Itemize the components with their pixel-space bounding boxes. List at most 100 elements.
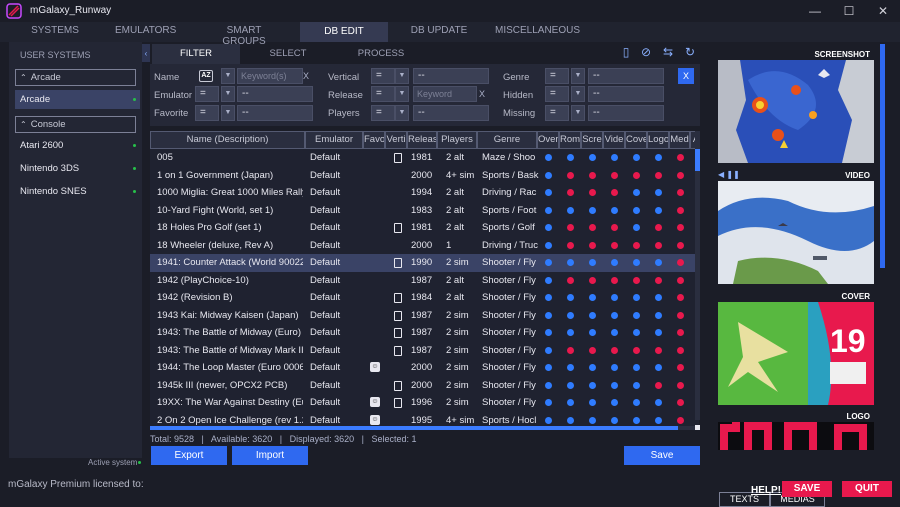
missing-value[interactable]: -- [588,105,664,121]
scroll-thumb[interactable] [695,149,700,171]
favorite-icon[interactable]: ☺ [370,414,380,425]
column-header[interactable]: Med [669,131,690,149]
column-header[interactable]: Emulator [305,131,363,149]
table-row[interactable]: 1943: The Battle of Midway Mark II (Defa… [150,342,695,360]
column-header[interactable]: Verti [385,131,407,149]
file-icon[interactable]: ▯ [622,45,630,59]
minimize-button[interactable]: — [809,4,821,18]
scroll-thumb[interactable] [150,426,678,430]
vertical-value[interactable]: -- [413,68,489,84]
quit-button[interactable]: QUIT [842,481,892,497]
tab-db-edit[interactable]: DB EDIT [300,22,388,42]
column-header[interactable]: Scre [581,131,603,149]
system-item-arcade[interactable]: Arcade [15,90,140,109]
release-operator-dropdown[interactable]: ▼ [395,86,409,102]
column-header[interactable]: Releas [407,131,437,149]
clear-release-button[interactable]: X [478,89,485,99]
table-row[interactable]: 1943 Kai: Midway Kaisen (Japan) Default 19… [150,307,695,325]
table-horizontal-scrollbar[interactable] [150,426,700,430]
table-row[interactable]: 1941: Counter Attack (World 900227) Defau… [150,254,695,272]
players-value[interactable]: -- [413,105,489,121]
clear-name-button[interactable]: X [302,71,309,81]
subtab-select[interactable]: SELECT [269,48,307,59]
az-sort-icon[interactable]: AZ [199,70,213,82]
table-row[interactable]: 18 Wheeler (deluxe, Rev A) Default 2000 1 Dr… [150,237,695,255]
table-row[interactable]: 18 Holes Pro Golf (set 1) Default 1981 2 al… [150,219,695,237]
group-console[interactable]: ⌃ Console [15,116,136,133]
hide-icon[interactable]: ⊘ [640,45,652,59]
table-row[interactable]: 19XX: The War Against Destiny (Eur Defaul… [150,394,695,412]
clear-all-filters-button[interactable]: X [678,68,694,84]
table-row[interactable]: 1945k III (newer, OPCX2 PCB) Default 2000 2… [150,377,695,395]
save-db-button[interactable]: Save [624,446,700,465]
column-header[interactable]: Logo [647,131,669,149]
export-button[interactable]: Export [151,446,227,465]
table-row[interactable]: 10-Yard Fight (World, set 1) Default 1983 2… [150,202,695,220]
tab-smart-groups[interactable]: SMART GROUPS [222,25,266,47]
column-header[interactable]: Genre [477,131,537,149]
table-row[interactable]: 2 On 2 Open Ice Challenge (rev 1.21) Defa… [150,412,695,430]
tab-miscellaneous[interactable]: MISCELLANEOUS [495,25,581,36]
system-item-atari-2600[interactable]: Atari 2600 [15,136,140,155]
group-arcade[interactable]: ⌃ Arcade [15,69,136,86]
media-panel-scrollbar[interactable] [880,44,885,268]
emulator-operator-dropdown[interactable]: ▼ [221,86,235,102]
favorite-icon[interactable]: ☺ [370,362,380,372]
genre-operator[interactable]: = [545,68,569,84]
media-missing-dot [589,241,596,249]
table-row[interactable]: 1944: The Loop Master (Euro 000620) Defau… [150,359,695,377]
favorite-operator-dropdown[interactable]: ▼ [221,105,235,121]
vertical-operator[interactable]: = [371,68,395,84]
genre-operator-dropdown[interactable]: ▼ [571,68,585,84]
release-keyword-input[interactable]: Keyword [413,86,477,102]
missing-operator[interactable]: = [545,105,569,121]
column-header[interactable]: Name (Description) [150,131,305,149]
release-operator[interactable]: = [371,86,395,102]
column-header[interactable]: Rom [559,131,581,149]
emulator-value[interactable]: -- [237,86,313,102]
hidden-operator-dropdown[interactable]: ▼ [571,86,585,102]
column-header[interactable]: Players [437,131,477,149]
subtab-process[interactable]: PROCESS [357,48,405,59]
system-item-nintendo-snes[interactable]: Nintendo SNES [15,182,140,201]
system-item-nintendo-3ds[interactable]: Nintendo 3DS [15,159,140,178]
maximize-button[interactable]: ☐ [843,4,855,18]
favorite-operator[interactable]: = [195,105,219,121]
table-row[interactable]: 1000 Miglia: Great 1000 Miles Rally Defau… [150,184,695,202]
close-window-button[interactable]: ✕ [877,4,889,18]
table-row[interactable]: 1942 (Revision B) Default 1984 2 alt Shooter… [150,289,695,307]
genre-value[interactable]: -- [588,68,664,84]
subtab-filter[interactable]: FILTER [152,44,240,64]
favorite-value[interactable]: -- [237,105,313,121]
video-controls-icon[interactable]: ◀ ❚❚ [718,170,740,179]
hidden-value[interactable]: -- [588,86,664,102]
tab-emulators[interactable]: EMULATORS [115,25,177,36]
column-header[interactable]: Over [537,131,559,149]
table-vertical-scrollbar[interactable] [695,131,700,420]
missing-operator-dropdown[interactable]: ▼ [571,105,585,121]
name-keyword-input[interactable]: Keyword(s) [237,68,303,84]
import-button[interactable]: Import [232,446,308,465]
media-present-dot [545,364,552,371]
table-row[interactable]: 1943: The Battle of Midway (Euro) Default… [150,324,695,342]
tab-db-update[interactable]: DB UPDATE [410,25,468,36]
table-row[interactable]: 005 Default 1981 2 alt Maze / Shoo [150,149,695,167]
name-dropdown[interactable]: ▼ [221,68,235,84]
favorite-icon[interactable]: ☺ [370,397,380,407]
column-header[interactable]: Favo [363,131,385,149]
players-operator[interactable]: = [371,105,395,121]
hidden-operator[interactable]: = [545,86,569,102]
emulator-operator[interactable]: = [195,86,219,102]
collapse-panel-button[interactable]: ‹ [142,44,150,62]
table-row[interactable]: 1 on 1 Government (Japan) Default 2000 4+ s… [150,167,695,185]
tab-systems[interactable]: SYSTEMS [31,25,79,36]
swap-icon[interactable]: ⇆ [662,45,674,59]
vertical-operator-dropdown[interactable]: ▼ [395,68,409,84]
help-link[interactable]: HELP! [751,485,781,496]
column-header[interactable]: Vide [603,131,625,149]
table-row[interactable]: 1942 (PlayChoice-10) Default 1987 2 alt Shoo… [150,272,695,290]
refresh-icon[interactable]: ↻ [684,45,696,59]
players-operator-dropdown[interactable]: ▼ [395,105,409,121]
column-header[interactable]: Cove [625,131,647,149]
save-button[interactable]: SAVE [782,481,832,497]
